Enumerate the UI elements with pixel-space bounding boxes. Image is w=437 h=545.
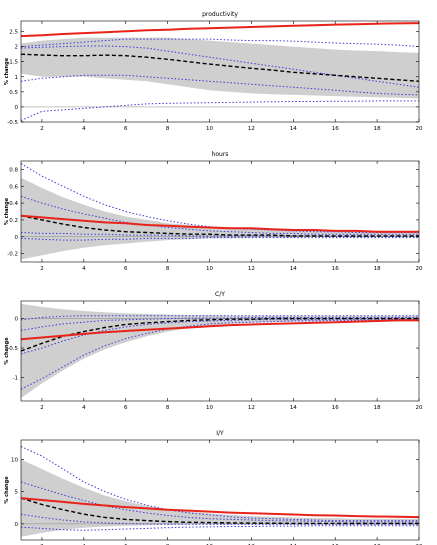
- x-tick-label: 8: [166, 266, 170, 272]
- x-tick-label: 2: [40, 266, 44, 272]
- y-tick-label: 0.6: [9, 184, 18, 190]
- y-axis-label: % change: [4, 57, 10, 85]
- x-tick-label: 20: [416, 266, 423, 272]
- x-tick-label: 18: [374, 405, 381, 411]
- panel-title: C/Y: [215, 291, 225, 298]
- plot-area: [21, 446, 419, 537]
- axes-frame: [20, 160, 420, 263]
- inner-lower-line: [21, 74, 419, 96]
- y-tick-label: -0.5: [7, 346, 18, 352]
- confidence-band: [21, 303, 419, 399]
- x-tick-label: 20: [416, 126, 423, 132]
- x-tick-label: 18: [374, 126, 381, 132]
- y-tick-label: -0.5: [7, 120, 18, 126]
- y-tick-label: 0.5: [9, 90, 18, 96]
- x-tick-label: 6: [124, 266, 128, 272]
- axes-frame: [20, 20, 420, 123]
- x-tick-label: 14: [290, 405, 297, 411]
- y-tick-label: -0.2: [7, 252, 18, 258]
- x-tick-label: 12: [248, 266, 255, 272]
- plot-area: [21, 22, 419, 121]
- x-tick-label: 4: [82, 266, 86, 272]
- x-tick-label: 4: [82, 126, 86, 132]
- y-tick-label: 0: [15, 317, 19, 323]
- confidence-band: [21, 177, 419, 260]
- median-line: [21, 317, 419, 352]
- model-line: [21, 22, 419, 38]
- x-tick-label: 6: [124, 126, 128, 132]
- x-tick-label: 6: [124, 405, 128, 411]
- x-tick-label: 2: [40, 405, 44, 411]
- panel-2: 2 4 6 8 10 12 14 16 18 20 -0.2 0 0.2 0.4 0.6 0.8 hours % …: [4, 151, 423, 272]
- y-tick-label: 0: [15, 105, 19, 111]
- inner-lower-line: [21, 513, 419, 525]
- x-tick-label: 10: [206, 405, 213, 411]
- inner-upper-line: [21, 481, 419, 523]
- y-tick-label: 1.5: [9, 60, 18, 66]
- lower-bound-line: [21, 100, 419, 121]
- median-line: [21, 53, 419, 82]
- x-tick-label: 12: [248, 405, 255, 411]
- y-tick-label: 2.5: [9, 30, 18, 36]
- confidence-band: [21, 37, 419, 99]
- y-axis-label: % change: [4, 476, 10, 504]
- y-tick-label: 5: [15, 490, 19, 496]
- y-tick-label: 10: [11, 457, 18, 463]
- model-line: [21, 214, 419, 233]
- y-tick-label: 0.4: [9, 201, 18, 207]
- x-tick-label: 16: [332, 405, 339, 411]
- y-tick-label: 1: [15, 75, 19, 81]
- x-tick-label: 8: [166, 126, 170, 132]
- y-tick-label: -1: [13, 375, 18, 381]
- x-tick-label: 16: [332, 126, 339, 132]
- panel-title: productivity: [202, 11, 238, 18]
- y-tick-label: 2: [15, 45, 19, 51]
- axes-frame: [20, 439, 420, 541]
- axes-frame: [20, 300, 420, 402]
- x-tick-label: 8: [166, 405, 170, 411]
- inner-upper-line: [21, 317, 419, 331]
- x-tick-label: 18: [374, 266, 381, 272]
- plot-area: [21, 303, 419, 399]
- plot-area: [21, 163, 419, 260]
- x-tick-label: 10: [206, 266, 213, 272]
- panel-4: 24681012141618200510I/Y% change: [4, 430, 423, 545]
- y-tick-label: 0.2: [9, 218, 18, 224]
- median-line: [21, 497, 419, 525]
- panel-title: I/Y: [216, 430, 224, 437]
- y-tick-label: 0: [15, 522, 19, 528]
- y-axis-label: % change: [4, 337, 10, 365]
- x-tick-label: 20: [416, 405, 423, 411]
- x-tick-label: 4: [82, 405, 86, 411]
- x-tick-label: 14: [290, 266, 297, 272]
- y-tick-label: 0.8: [9, 167, 18, 173]
- y-tick-label: 0: [15, 235, 19, 241]
- x-tick-label: 16: [332, 266, 339, 272]
- panel-title: hours: [212, 151, 229, 158]
- y-axis-label: % change: [4, 197, 10, 225]
- x-tick-label: 12: [248, 126, 255, 132]
- panel-3: 2 4 6 8 10 12 14 16 18 20 -1 -0.5 0 C/Y % change: [4, 291, 423, 411]
- panel-1: 2 4 6 8 10 12 14 16 18 20 -0.5 0 0.5 1 1.5 2 2.5 producti…: [4, 11, 423, 132]
- upper-bound-line: [21, 446, 419, 522]
- model-line: [21, 319, 419, 341]
- model-line: [21, 497, 419, 519]
- confidence-band: [21, 459, 419, 537]
- median-line: [21, 215, 419, 237]
- x-tick-label: 10: [206, 126, 213, 132]
- inner-upper-line: [21, 45, 419, 88]
- x-tick-label: 2: [40, 126, 44, 132]
- x-tick-label: 14: [290, 126, 297, 132]
